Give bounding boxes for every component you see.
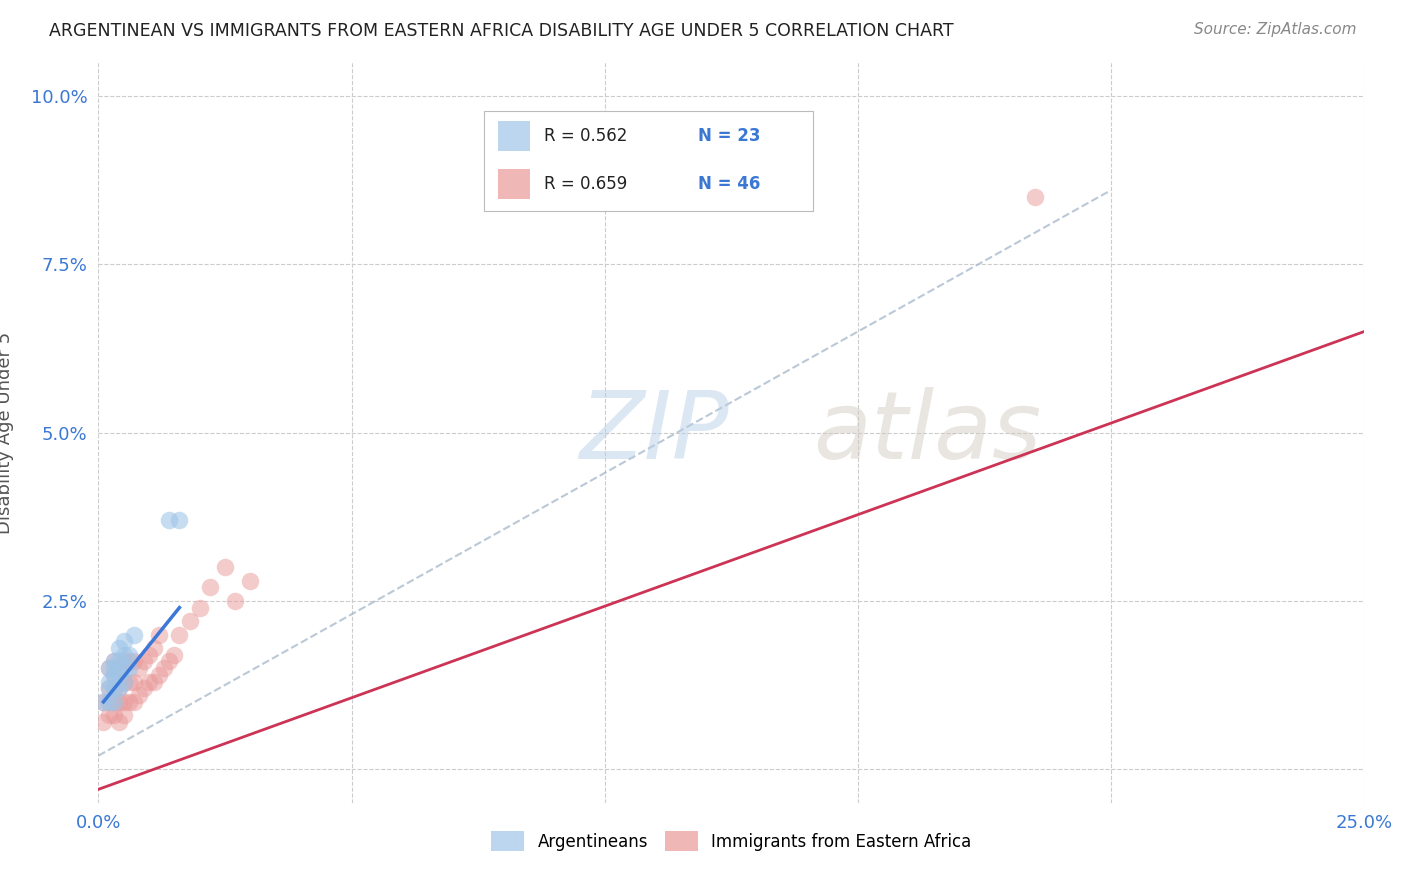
Point xyxy=(153,661,176,675)
Point xyxy=(179,614,201,628)
Point xyxy=(107,681,129,696)
Point xyxy=(118,648,141,662)
Point xyxy=(112,648,135,662)
Y-axis label: Disability Age Under 5: Disability Age Under 5 xyxy=(0,332,14,533)
Point xyxy=(103,695,125,709)
Point xyxy=(107,695,129,709)
Point xyxy=(148,668,170,682)
Point xyxy=(112,634,135,648)
Point xyxy=(224,594,246,608)
Point xyxy=(122,627,145,641)
Point xyxy=(128,688,150,702)
Point xyxy=(198,581,221,595)
Point xyxy=(97,681,120,696)
Point xyxy=(103,681,125,696)
Point xyxy=(103,681,125,696)
Point xyxy=(103,655,125,669)
Point xyxy=(169,627,191,641)
Point xyxy=(118,695,141,709)
Point xyxy=(138,674,160,689)
Point xyxy=(103,655,125,669)
Point xyxy=(103,668,125,682)
Point xyxy=(169,513,191,527)
Point xyxy=(107,655,129,669)
Point xyxy=(132,655,155,669)
Point xyxy=(103,695,125,709)
Point xyxy=(122,674,145,689)
Point xyxy=(93,714,115,729)
Point xyxy=(143,674,166,689)
Point xyxy=(112,695,135,709)
Point xyxy=(97,661,120,675)
Point xyxy=(128,661,150,675)
Point xyxy=(239,574,262,588)
Point xyxy=(97,695,120,709)
Point xyxy=(138,648,160,662)
Point xyxy=(93,695,115,709)
Point xyxy=(112,674,135,689)
Point xyxy=(97,674,120,689)
Point xyxy=(103,668,125,682)
Point xyxy=(214,560,236,574)
Point xyxy=(132,681,155,696)
Point xyxy=(112,674,135,689)
Point xyxy=(118,674,141,689)
Point xyxy=(112,661,135,675)
Text: atlas: atlas xyxy=(813,387,1042,478)
Text: Source: ZipAtlas.com: Source: ZipAtlas.com xyxy=(1194,22,1357,37)
Point xyxy=(163,648,186,662)
Legend: Argentineans, Immigrants from Eastern Africa: Argentineans, Immigrants from Eastern Af… xyxy=(484,825,979,857)
Point xyxy=(97,708,120,723)
Text: ARGENTINEAN VS IMMIGRANTS FROM EASTERN AFRICA DISABILITY AGE UNDER 5 CORRELATION: ARGENTINEAN VS IMMIGRANTS FROM EASTERN A… xyxy=(49,22,953,40)
Point xyxy=(107,640,129,655)
Point xyxy=(122,655,145,669)
Point xyxy=(157,513,180,527)
Text: ZIP: ZIP xyxy=(579,387,728,478)
Point xyxy=(143,640,166,655)
Point xyxy=(97,681,120,696)
Point xyxy=(93,695,115,709)
Point xyxy=(97,661,120,675)
Point xyxy=(112,655,135,669)
Point xyxy=(112,708,135,723)
Point xyxy=(107,681,129,696)
Point xyxy=(188,600,211,615)
Point xyxy=(1024,190,1046,204)
Point xyxy=(157,655,180,669)
Point xyxy=(107,661,129,675)
Point xyxy=(118,661,141,675)
Point xyxy=(122,695,145,709)
Point xyxy=(107,714,129,729)
Point xyxy=(103,708,125,723)
Point xyxy=(148,627,170,641)
Point xyxy=(97,695,120,709)
Point xyxy=(103,661,125,675)
Point xyxy=(107,668,129,682)
Point xyxy=(118,655,141,669)
